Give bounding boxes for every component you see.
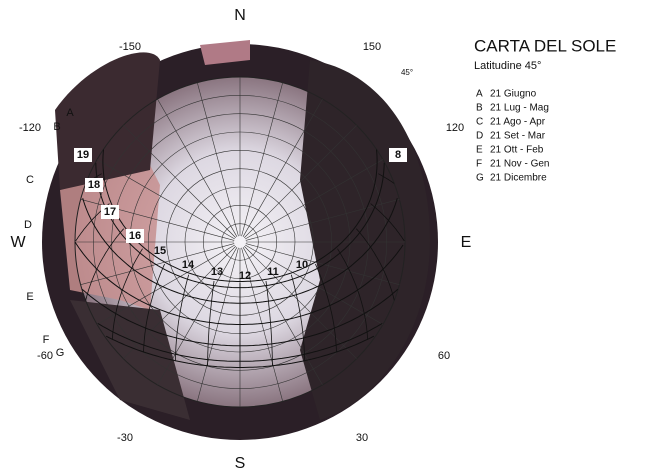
legend-text: 21 Dicembre — [490, 173, 547, 184]
azimuth-line — [123, 246, 236, 359]
compass-label: E — [461, 234, 472, 251]
hour-label: 13 — [211, 266, 223, 278]
hour-line — [315, 263, 337, 352]
hour-line — [175, 274, 190, 361]
compass-label: W — [10, 234, 26, 251]
legend-letter: E — [476, 145, 483, 156]
hour-line — [378, 173, 395, 184]
azimuth-line — [123, 125, 236, 238]
azimuth-label: -120 — [19, 122, 41, 134]
azimuth-line — [245, 244, 384, 325]
hour-line — [85, 228, 125, 301]
legend-letter: F — [476, 159, 482, 170]
azimuth-label: 45° — [401, 68, 413, 77]
azimuth-label: 30 — [356, 432, 368, 444]
hour-label: 14 — [182, 259, 195, 271]
curve-letter: E — [26, 291, 33, 303]
hour-label: 12 — [239, 270, 251, 282]
hour-label: 10 — [296, 259, 308, 271]
legend-letter: B — [476, 103, 483, 114]
compass-label: N — [234, 7, 246, 24]
curve-letter: A — [66, 107, 74, 119]
sun-path — [74, 241, 404, 325]
azimuth-label: -30 — [117, 432, 133, 444]
hour-line — [337, 248, 368, 340]
azimuth-label: 120 — [446, 122, 464, 134]
legend-letter: A — [476, 89, 483, 100]
azimuth-line — [242, 247, 323, 386]
hour-box — [74, 148, 92, 162]
azimuth-line — [96, 159, 235, 240]
azimuth-line — [197, 247, 239, 402]
subtitle: Latitudine 45° — [474, 60, 541, 72]
legend-text: 21 Nov - Gen — [490, 159, 549, 170]
title: CARTA DEL SOLE — [474, 36, 616, 55]
azimuth-line — [241, 247, 283, 402]
hour-line — [355, 228, 395, 301]
azimuth-line — [241, 82, 283, 237]
hour-box — [101, 205, 119, 219]
roof-top — [200, 40, 250, 65]
hour-label: 19 — [77, 149, 89, 161]
compass-label: S — [235, 455, 246, 472]
hour-label: 16 — [129, 230, 141, 242]
legend-text: 21 Lug - Mag — [490, 103, 549, 114]
legend-text: 21 Set - Mar — [490, 131, 546, 142]
hour-line — [112, 248, 143, 340]
azimuth-line — [244, 246, 357, 359]
azimuth-line — [157, 98, 238, 237]
building-left — [60, 165, 160, 310]
azimuth-line — [157, 247, 238, 386]
hour-label: 17 — [104, 206, 116, 218]
curve-letter: G — [56, 347, 65, 359]
sun-path-grid — [74, 76, 406, 408]
hour-label: 11 — [267, 266, 279, 278]
azimuth-label: 60 — [438, 350, 450, 362]
legend-letter: G — [476, 173, 484, 184]
curve-letter: F — [43, 334, 50, 346]
curve-letter: D — [24, 219, 32, 231]
curve-letter: B — [53, 121, 60, 133]
azimuth-line — [96, 244, 235, 325]
hour-line — [370, 203, 405, 242]
hour-box — [389, 148, 407, 162]
hour-line — [207, 280, 215, 366]
legend-text: 21 Giugno — [490, 89, 537, 100]
hour-line — [143, 263, 165, 352]
azimuth-line — [245, 159, 384, 240]
azimuth-line — [197, 82, 239, 237]
azimuth-label: 150 — [363, 41, 381, 53]
sun-path — [102, 149, 378, 282]
curve-letter: C — [26, 174, 34, 186]
azimuth-label: -60 — [37, 350, 53, 362]
legend-text: 21 Ott - Feb — [490, 145, 544, 156]
legend-text: 21 Ago - Apr — [490, 117, 546, 128]
hour-label: 15 — [154, 245, 166, 257]
hour-label: 18 — [88, 179, 100, 191]
hour-label: 8 — [395, 149, 401, 161]
legend-letter: D — [476, 131, 483, 142]
legend-letter: C — [476, 117, 483, 128]
azimuth-line — [242, 98, 323, 237]
labels: N S W E -150 150 -120 120 -60 60 -30 30 45° AB C D E FG 19… — [10, 7, 471, 472]
hour-box — [126, 229, 144, 243]
hour-line — [265, 280, 273, 366]
hour-line — [290, 274, 305, 361]
azimuth-label: -150 — [119, 41, 141, 53]
azimuth-line — [244, 125, 357, 238]
hour-box — [85, 178, 103, 192]
